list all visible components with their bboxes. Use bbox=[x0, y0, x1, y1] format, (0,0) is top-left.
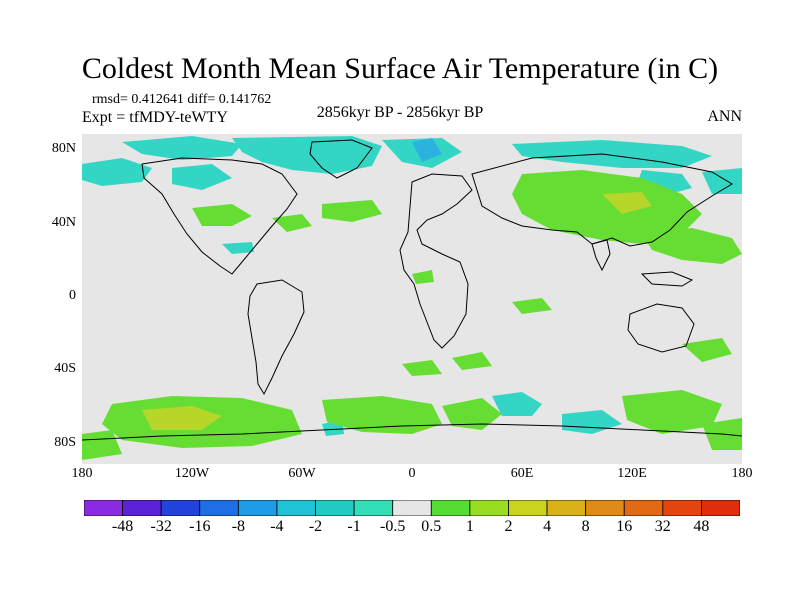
colorbar-tick-label: -48 bbox=[111, 518, 134, 535]
colorbar-tick-label: 32 bbox=[654, 518, 671, 535]
colorbar-box bbox=[546, 500, 587, 516]
cool-anomaly-patches bbox=[82, 136, 742, 436]
colorbar-tick-label: -0.5 bbox=[380, 518, 406, 535]
lon-label-180e: 180 bbox=[731, 466, 753, 481]
colorbar-box bbox=[623, 500, 664, 516]
lat-label-80s: 80S bbox=[54, 435, 76, 450]
colorbar-box bbox=[199, 500, 239, 516]
colorbar bbox=[84, 500, 740, 516]
colorbar-tick-label: -8 bbox=[231, 518, 246, 535]
experiment-label: Expt = tfMDY-teWTY bbox=[82, 109, 228, 126]
colorbar-box bbox=[353, 500, 394, 516]
colorbar-box bbox=[315, 500, 355, 516]
lat-label-0: 0 bbox=[69, 288, 76, 303]
colorbar-tick-label: -2 bbox=[308, 518, 323, 535]
colorbar-box bbox=[585, 500, 625, 516]
warm-anomaly-strong-patches bbox=[142, 192, 652, 430]
anomaly-map bbox=[82, 134, 742, 464]
lon-label-120w: 120W bbox=[174, 466, 210, 481]
colorbar-box bbox=[160, 500, 201, 516]
colorbar-tick-label: -1 bbox=[347, 518, 361, 535]
colorbar-box bbox=[392, 500, 432, 516]
colorbar-tick-label: 0.5 bbox=[421, 518, 442, 535]
colorbar-tick-label: 1 bbox=[465, 518, 474, 535]
lat-label-40n: 40N bbox=[51, 215, 76, 230]
lon-label-0: 0 bbox=[408, 466, 416, 481]
colorbar-box bbox=[430, 500, 471, 516]
stats-text: rmsd= 0.412641 diff= 0.141762 bbox=[92, 92, 272, 107]
season-label: ANN bbox=[707, 108, 742, 125]
colorbar-box bbox=[84, 500, 123, 516]
colorbar-box bbox=[701, 500, 740, 516]
period-label: 2856kyr BP - 2856kyr BP bbox=[316, 104, 484, 121]
colorbar-tick-label: 16 bbox=[616, 518, 633, 535]
colorbar-box bbox=[237, 500, 278, 516]
colorbar-tick-label: 8 bbox=[581, 518, 590, 535]
colorbar-box bbox=[469, 500, 509, 516]
colorbar-tick-label: 48 bbox=[693, 518, 710, 535]
lat-label-40s: 40S bbox=[54, 361, 76, 376]
colorbar-box bbox=[508, 500, 548, 516]
lon-label-120e: 120E bbox=[617, 466, 647, 481]
colorbar-tick-label: 4 bbox=[543, 518, 552, 535]
colorbar-box bbox=[662, 500, 702, 516]
colorbar-tick-label: -16 bbox=[189, 518, 211, 535]
lon-label-180w: 180 bbox=[71, 466, 93, 481]
lat-label-80n: 80N bbox=[51, 141, 76, 156]
colorbar-tick-label: -32 bbox=[150, 518, 172, 535]
colorbar-tick-label: -4 bbox=[270, 518, 284, 535]
colorbar-box bbox=[276, 500, 316, 516]
lon-label-60e: 60E bbox=[510, 466, 534, 481]
lon-label-60w: 60W bbox=[288, 466, 316, 481]
coastlines bbox=[82, 139, 742, 441]
colorbar-tick-label: 2 bbox=[504, 518, 513, 535]
map-title: Coldest Month Mean Surface Air Temperatu… bbox=[81, 52, 719, 85]
colorbar-box bbox=[122, 500, 162, 516]
